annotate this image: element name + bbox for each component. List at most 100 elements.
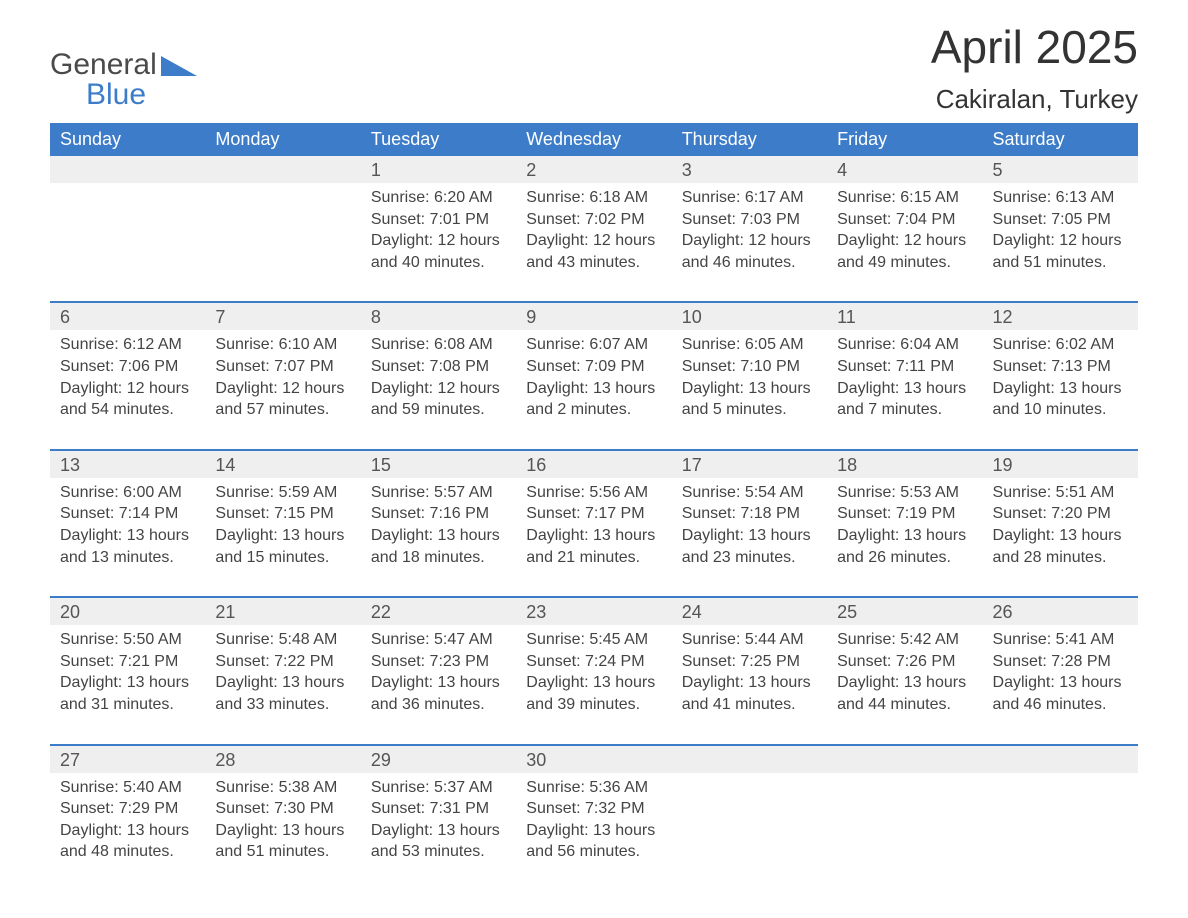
- sunset-text: Sunset: 7:04 PM: [837, 209, 972, 231]
- sunrise-text: Sunrise: 6:10 AM: [215, 334, 350, 356]
- day-cell: Sunrise: 6:17 AMSunset: 7:03 PMDaylight:…: [672, 183, 827, 302]
- day-cell: Sunrise: 6:18 AMSunset: 7:02 PMDaylight:…: [516, 183, 671, 302]
- daylight-text: Daylight: 13 hours and 13 minutes.: [60, 525, 195, 568]
- logo-text-blue: Blue: [50, 80, 197, 110]
- day-number: 16: [516, 450, 671, 478]
- sunset-text: Sunset: 7:06 PM: [60, 356, 195, 378]
- logo-triangle-icon: [161, 56, 197, 76]
- day-cell: Sunrise: 5:53 AMSunset: 7:19 PMDaylight:…: [827, 478, 982, 597]
- sunset-text: Sunset: 7:31 PM: [371, 798, 506, 820]
- day-cell: Sunrise: 5:51 AMSunset: 7:20 PMDaylight:…: [983, 478, 1138, 597]
- day-number: 5: [983, 156, 1138, 183]
- day-number: 11: [827, 302, 982, 330]
- daylight-text: Daylight: 13 hours and 28 minutes.: [993, 525, 1128, 568]
- day-number: 19: [983, 450, 1138, 478]
- sunset-text: Sunset: 7:28 PM: [993, 651, 1128, 673]
- daylight-text: Daylight: 13 hours and 44 minutes.: [837, 672, 972, 715]
- day-cell: Sunrise: 5:45 AMSunset: 7:24 PMDaylight:…: [516, 625, 671, 744]
- location-subtitle: Cakiralan, Turkey: [931, 84, 1138, 115]
- daylight-text: Daylight: 13 hours and 33 minutes.: [215, 672, 350, 715]
- logo-text-general: General: [50, 50, 157, 80]
- day-cell: [827, 773, 982, 867]
- sunset-text: Sunset: 7:09 PM: [526, 356, 661, 378]
- day-cell: Sunrise: 5:41 AMSunset: 7:28 PMDaylight:…: [983, 625, 1138, 744]
- day-number: 27: [50, 745, 205, 773]
- day-number: 29: [361, 745, 516, 773]
- title-block: April 2025 Cakiralan, Turkey: [931, 20, 1138, 115]
- day-cell: Sunrise: 5:42 AMSunset: 7:26 PMDaylight:…: [827, 625, 982, 744]
- day-number: [205, 156, 360, 183]
- day-cell: Sunrise: 5:57 AMSunset: 7:16 PMDaylight:…: [361, 478, 516, 597]
- sunrise-text: Sunrise: 6:20 AM: [371, 187, 506, 209]
- day-number: 28: [205, 745, 360, 773]
- sunset-text: Sunset: 7:24 PM: [526, 651, 661, 673]
- day-number: 13: [50, 450, 205, 478]
- day-cell: Sunrise: 6:13 AMSunset: 7:05 PMDaylight:…: [983, 183, 1138, 302]
- daylight-text: Daylight: 13 hours and 26 minutes.: [837, 525, 972, 568]
- sunset-text: Sunset: 7:26 PM: [837, 651, 972, 673]
- day-number: 9: [516, 302, 671, 330]
- sunrise-text: Sunrise: 6:05 AM: [682, 334, 817, 356]
- sunrise-text: Sunrise: 5:37 AM: [371, 777, 506, 799]
- sunset-text: Sunset: 7:08 PM: [371, 356, 506, 378]
- sunrise-text: Sunrise: 5:47 AM: [371, 629, 506, 651]
- day-cell: Sunrise: 5:38 AMSunset: 7:30 PMDaylight:…: [205, 773, 360, 867]
- day-cell: Sunrise: 6:15 AMSunset: 7:04 PMDaylight:…: [827, 183, 982, 302]
- daylight-text: Daylight: 13 hours and 39 minutes.: [526, 672, 661, 715]
- sunrise-text: Sunrise: 5:44 AM: [682, 629, 817, 651]
- daylight-text: Daylight: 13 hours and 56 minutes.: [526, 820, 661, 863]
- day-header: Monday: [205, 123, 360, 156]
- day-cell: [983, 773, 1138, 867]
- sunset-text: Sunset: 7:07 PM: [215, 356, 350, 378]
- daylight-text: Daylight: 13 hours and 41 minutes.: [682, 672, 817, 715]
- day-cell: Sunrise: 5:48 AMSunset: 7:22 PMDaylight:…: [205, 625, 360, 744]
- day-number: [827, 745, 982, 773]
- sunset-text: Sunset: 7:16 PM: [371, 503, 506, 525]
- sunrise-text: Sunrise: 6:15 AM: [837, 187, 972, 209]
- day-number: 22: [361, 597, 516, 625]
- daylight-text: Daylight: 13 hours and 46 minutes.: [993, 672, 1128, 715]
- sunset-text: Sunset: 7:13 PM: [993, 356, 1128, 378]
- day-number: 14: [205, 450, 360, 478]
- sunrise-text: Sunrise: 5:57 AM: [371, 482, 506, 504]
- sunset-text: Sunset: 7:25 PM: [682, 651, 817, 673]
- day-number: [983, 745, 1138, 773]
- sunset-text: Sunset: 7:30 PM: [215, 798, 350, 820]
- day-cell: Sunrise: 5:50 AMSunset: 7:21 PMDaylight:…: [50, 625, 205, 744]
- sunrise-text: Sunrise: 5:48 AM: [215, 629, 350, 651]
- daylight-text: Daylight: 13 hours and 7 minutes.: [837, 378, 972, 421]
- day-header-row: SundayMondayTuesdayWednesdayThursdayFrid…: [50, 123, 1138, 156]
- daylight-text: Daylight: 13 hours and 53 minutes.: [371, 820, 506, 863]
- sunset-text: Sunset: 7:19 PM: [837, 503, 972, 525]
- day-data-row: Sunrise: 6:12 AMSunset: 7:06 PMDaylight:…: [50, 330, 1138, 449]
- day-cell: Sunrise: 5:56 AMSunset: 7:17 PMDaylight:…: [516, 478, 671, 597]
- day-number: 8: [361, 302, 516, 330]
- sunrise-text: Sunrise: 6:02 AM: [993, 334, 1128, 356]
- day-cell: [672, 773, 827, 867]
- day-number: 4: [827, 156, 982, 183]
- sunset-text: Sunset: 7:03 PM: [682, 209, 817, 231]
- day-cell: Sunrise: 5:37 AMSunset: 7:31 PMDaylight:…: [361, 773, 516, 867]
- day-number: 2: [516, 156, 671, 183]
- sunrise-text: Sunrise: 5:50 AM: [60, 629, 195, 651]
- sunset-text: Sunset: 7:17 PM: [526, 503, 661, 525]
- sunrise-text: Sunrise: 5:53 AM: [837, 482, 972, 504]
- sunset-text: Sunset: 7:01 PM: [371, 209, 506, 231]
- day-header: Thursday: [672, 123, 827, 156]
- sunrise-text: Sunrise: 6:07 AM: [526, 334, 661, 356]
- daylight-text: Daylight: 13 hours and 18 minutes.: [371, 525, 506, 568]
- sunrise-text: Sunrise: 5:56 AM: [526, 482, 661, 504]
- sunset-text: Sunset: 7:14 PM: [60, 503, 195, 525]
- day-number-row: 12345: [50, 156, 1138, 183]
- day-number-row: 13141516171819: [50, 450, 1138, 478]
- daylight-text: Daylight: 13 hours and 15 minutes.: [215, 525, 350, 568]
- day-number: 23: [516, 597, 671, 625]
- sunset-text: Sunset: 7:32 PM: [526, 798, 661, 820]
- sunset-text: Sunset: 7:10 PM: [682, 356, 817, 378]
- day-cell: Sunrise: 6:05 AMSunset: 7:10 PMDaylight:…: [672, 330, 827, 449]
- daylight-text: Daylight: 13 hours and 48 minutes.: [60, 820, 195, 863]
- day-cell: Sunrise: 5:40 AMSunset: 7:29 PMDaylight:…: [50, 773, 205, 867]
- daylight-text: Daylight: 12 hours and 43 minutes.: [526, 230, 661, 273]
- day-number-row: 20212223242526: [50, 597, 1138, 625]
- day-cell: Sunrise: 6:04 AMSunset: 7:11 PMDaylight:…: [827, 330, 982, 449]
